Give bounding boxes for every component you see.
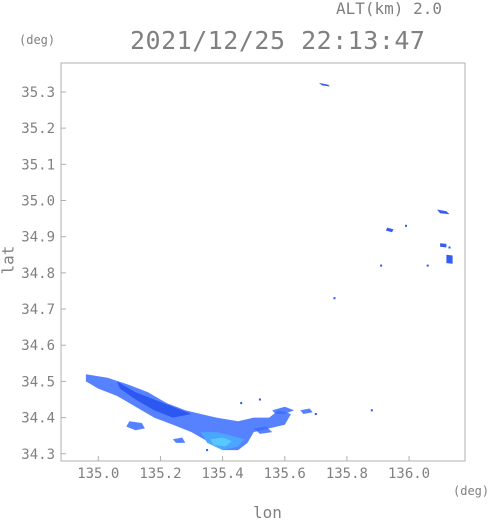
echo-speckle-2 xyxy=(405,224,407,227)
echo-region-6 xyxy=(126,421,145,431)
y-tick-label-0: 35.3 xyxy=(21,85,55,101)
echo-speckle-5 xyxy=(314,413,317,415)
y-tick-label-1: 35.2 xyxy=(21,121,55,137)
x-tick-label-1: 135.2 xyxy=(139,466,181,482)
y-tick-label-7: 34.6 xyxy=(21,338,55,354)
y-tick-label-4: 34.9 xyxy=(21,230,55,246)
x-tick-label-2: 135.4 xyxy=(202,466,244,482)
lon-unit-label: (deg) xyxy=(453,484,490,498)
echo-region-5 xyxy=(300,408,313,414)
y-tick-label-6: 34.7 xyxy=(21,302,55,318)
echo-region-8 xyxy=(253,426,273,434)
x-tick-label-0: 135.0 xyxy=(77,466,119,482)
y-tick-label-10: 34.3 xyxy=(21,447,55,463)
echo-speckle-9 xyxy=(206,449,209,452)
echo-region-4 xyxy=(272,406,295,414)
echo-region-1 xyxy=(116,381,192,418)
echo-region-10 xyxy=(437,209,450,215)
plot-frame xyxy=(60,62,466,462)
echo-region-13 xyxy=(440,243,447,248)
echo-speckle-8 xyxy=(258,398,261,401)
echo-region-3 xyxy=(210,437,232,447)
echo-speckle-7 xyxy=(240,402,243,405)
echo-speckle-0 xyxy=(333,297,336,300)
echo-speckle-1 xyxy=(380,264,383,267)
y-tick-label-2: 35.1 xyxy=(21,157,55,173)
y-tick-label-8: 34.5 xyxy=(21,374,55,390)
y-tick-label-9: 34.4 xyxy=(21,411,55,427)
echo-layer xyxy=(85,82,453,452)
echo-region-0 xyxy=(85,374,292,451)
y-tick-label-5: 34.8 xyxy=(21,266,55,282)
timestamp-title: 2021/12/25 22:13:47 xyxy=(130,26,426,55)
x-tick-label-4: 135.8 xyxy=(326,466,368,482)
y-tick-label-3: 35.0 xyxy=(21,193,55,209)
x-tick-label-5: 136.0 xyxy=(388,466,430,482)
echo-region-12 xyxy=(446,254,453,264)
echo-region-7 xyxy=(172,437,186,443)
x-axis-label: lon xyxy=(253,503,282,522)
altitude-label: ALT(km) 2.0 xyxy=(336,0,442,18)
echo-speckle-4 xyxy=(448,246,451,249)
echo-speckle-6 xyxy=(370,409,373,412)
tick-layer: 135.0 135.2 135.4 135.6 135.8 136.0 35.3 35.2 35… xyxy=(21,85,430,482)
echo-region-9 xyxy=(318,82,330,87)
lat-unit-label: (deg) xyxy=(19,33,56,47)
echo-region-11 xyxy=(385,227,394,233)
echo-speckle-3 xyxy=(426,264,429,267)
x-tick-label-3: 135.6 xyxy=(264,466,306,482)
